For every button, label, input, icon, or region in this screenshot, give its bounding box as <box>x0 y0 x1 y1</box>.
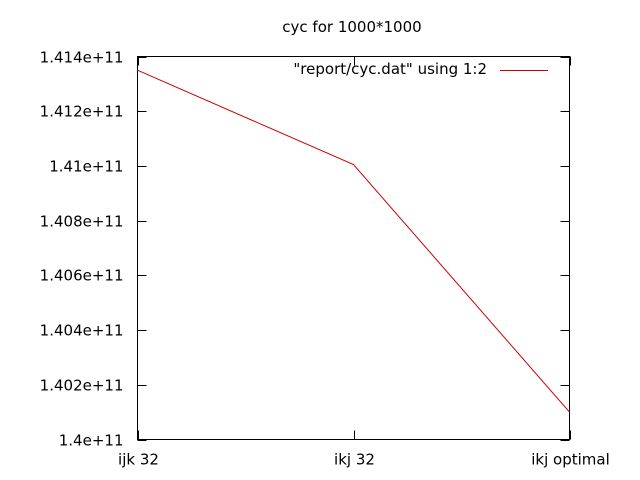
series-group <box>137 69 570 413</box>
y-tick-label: 1.406e+11 <box>40 267 124 285</box>
series-line-0 <box>137 69 570 413</box>
x-tick-label: ikj 32 <box>334 451 375 469</box>
legend: "report/cyc.dat" using 1:2 <box>293 60 548 78</box>
y-tick-label: 1.408e+11 <box>40 213 124 231</box>
y-tick-label: 1.412e+11 <box>40 103 124 121</box>
y-tick-label: 1.4e+11 <box>59 432 124 450</box>
y-axis: 1.4e+11 1.402e+11 1.404e+11 1.406e+11 1.408e… <box>40 49 570 450</box>
x-axis: ijk 32 ikj 32 ikj optimal <box>118 56 610 469</box>
x-tick-label: ikj optimal <box>531 451 610 469</box>
plot-frame <box>137 56 570 440</box>
x-tick-label: ijk 32 <box>118 451 159 469</box>
y-tick-label: 1.402e+11 <box>40 377 124 395</box>
y-tick-label: 1.414e+11 <box>40 49 124 67</box>
y-tick-label: 1.404e+11 <box>40 322 124 340</box>
legend-label: "report/cyc.dat" using 1:2 <box>293 60 487 78</box>
chart-title: cyc for 1000*1000 <box>282 18 421 36</box>
y-tick-label: 1.41e+11 <box>49 158 123 176</box>
